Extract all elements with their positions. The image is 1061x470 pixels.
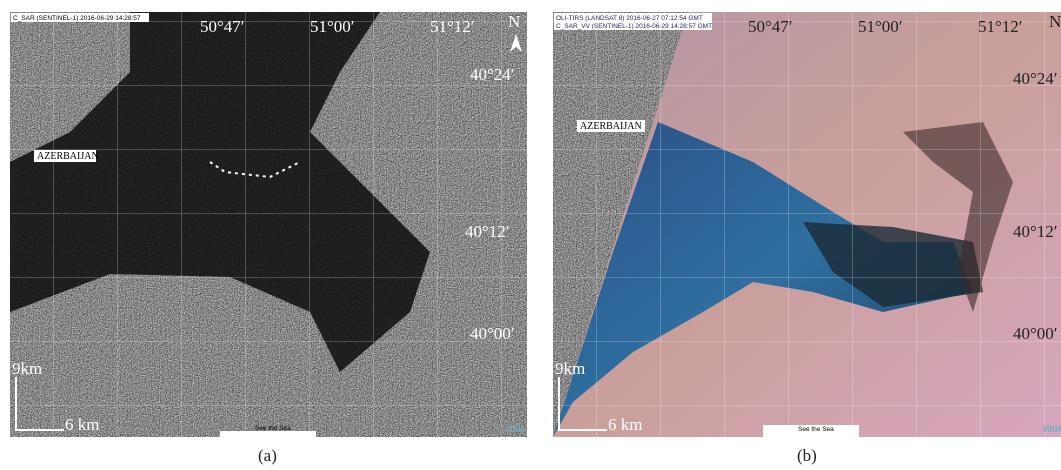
north-label: N — [1049, 12, 1061, 31]
country-label: AZERBAIJAN — [580, 121, 642, 132]
country-label: AZERBAIJAN — [37, 151, 99, 162]
longitude-label: 51°12′ — [978, 17, 1023, 36]
longitude-label: 51°12′ — [430, 17, 475, 36]
grid — [553, 12, 1061, 437]
longitude-label: 51°00′ — [310, 17, 355, 36]
header: C_SAR (SENTINEL-1) 2016-06-29 14:28:57 — [13, 15, 141, 22]
panel-a: C_SAR (SENTINEL-1) 2016-06-29 14:28:57 5… — [10, 12, 527, 437]
logo: ИКИ — [506, 424, 524, 434]
north-label: N — [508, 12, 520, 31]
latitude-label: 40°24′ — [1013, 69, 1058, 88]
latitude-label: 40°00′ — [470, 324, 515, 343]
longitude-label: 50°47′ — [748, 17, 793, 36]
latitude-label: 40°12′ — [1013, 222, 1058, 241]
caption: (b) — [797, 446, 817, 466]
credit: See the Sea — [798, 426, 834, 433]
latitude-label: 40°00′ — [1013, 324, 1058, 343]
credit: See the Sea — [255, 425, 291, 432]
grid — [10, 12, 527, 437]
header: OLI-TIRS (LANDSAT 8) 2016-06-27 07:12:54… — [556, 15, 703, 22]
scale-vertical: 9km — [12, 359, 42, 378]
logo: ИКИ — [1043, 424, 1061, 434]
header: C_SAR_VV (SENTINEL-1) 2016-06-29 14:28:5… — [556, 23, 712, 30]
latitude-label: 40°12′ — [465, 222, 510, 241]
caption: (a) — [258, 446, 277, 466]
page: C_SAR (SENTINEL-1) 2016-06-29 14:28:57 5… — [0, 0, 1061, 470]
panel-b: OLI-TIRS (LANDSAT 8) 2016-06-27 07:12:54… — [553, 12, 1061, 437]
scale-horizontal: 6 km — [65, 415, 99, 434]
longitude-label: 51°00′ — [858, 17, 903, 36]
scale-vertical: 9km — [555, 359, 585, 378]
longitude-label: 50°47′ — [200, 17, 245, 36]
scale-horizontal: 6 km — [608, 415, 642, 434]
latitude-label: 40°24′ — [470, 65, 515, 84]
